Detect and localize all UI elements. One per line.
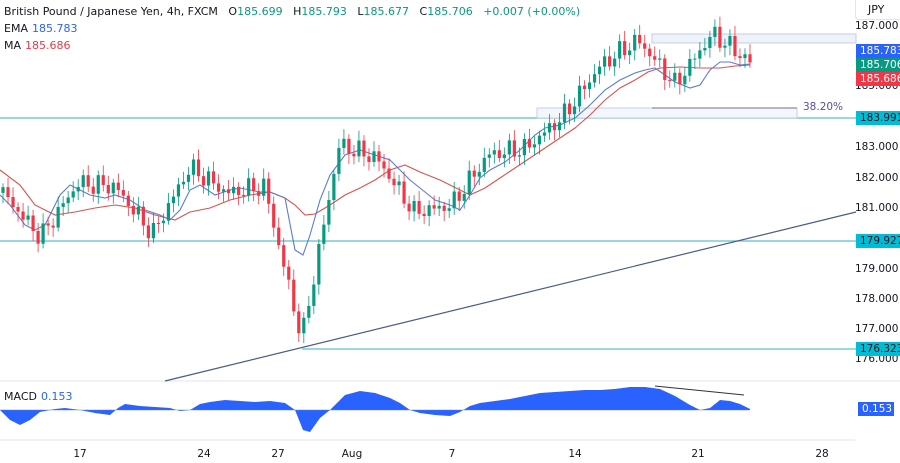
symbol-title[interactable]: British Pound / Japanese Yen, 4h, FXCM (4, 5, 218, 18)
price-tick: 178.000 (855, 293, 899, 305)
low-label: L (357, 5, 364, 18)
ma-line (0, 64, 751, 221)
price-tick: 179.000 (855, 263, 899, 275)
close-price-tag: 185.706 (856, 58, 900, 72)
level-tag-179927[interactable]: 179.927 (856, 234, 900, 248)
fib-level-label: 38.20% (803, 101, 844, 113)
ema-value: 185.783 (31, 22, 78, 35)
macd-value: 0.153 (40, 390, 73, 403)
level-tag-183991[interactable]: 183.991 (856, 111, 900, 125)
time-tick: 24 (197, 448, 211, 460)
ema-price-tag: 185.783 (856, 44, 900, 58)
ema-label: EMA (4, 22, 28, 35)
price-tick: 187.000 (855, 20, 899, 32)
macd-value-tag: 0.153 (858, 402, 894, 416)
ma-label: MA (4, 39, 22, 52)
time-tick: 14 (568, 448, 582, 460)
macd-area (0, 387, 750, 432)
time-tick: 21 (691, 448, 705, 460)
macd-divergence-line (654, 385, 745, 396)
time-tick: 27 (271, 448, 285, 460)
close-value: 185.706 (427, 5, 473, 18)
candlesticks (1, 16, 752, 344)
ma-price-tag: 185.686 (856, 72, 900, 86)
price-tick: 182.000 (855, 172, 899, 184)
ema-line (0, 61, 751, 256)
price-tick: 177.000 (855, 323, 899, 335)
high-value: 185.793 (301, 5, 347, 18)
high-label: H (293, 5, 302, 18)
low-value: 185.677 (363, 5, 410, 18)
ma-value: 185.686 (25, 39, 71, 52)
chart-legend: British Pound / Japanese Yen, 4h, FXCM O… (4, 3, 580, 54)
macd-label: MACD (4, 390, 37, 403)
macd-legend[interactable]: MACD 0.153 (4, 390, 72, 403)
ma-row[interactable]: MA 185.686 (4, 37, 580, 54)
level-tag-176323[interactable]: 176.323 (856, 342, 900, 356)
trendline (164, 211, 857, 382)
price-tick: 181.000 (855, 202, 899, 214)
currency-button[interactable]: JPY (855, 0, 900, 20)
close-label: C (419, 5, 428, 18)
open-label: O (228, 5, 238, 18)
time-tick: 7 (448, 448, 456, 460)
time-tick: 28 (815, 448, 829, 460)
open-value: 185.699 (237, 5, 283, 18)
time-tick: 17 (73, 448, 87, 460)
price-tick: 183.000 (855, 141, 899, 153)
ema-row[interactable]: EMA 185.783 (4, 20, 580, 37)
price-tick: 176.000 (855, 353, 899, 365)
time-tick: Aug (341, 448, 363, 460)
symbol-row: British Pound / Japanese Yen, 4h, FXCM O… (4, 3, 580, 20)
change-value: +0.007 (+0.00%) (483, 5, 581, 18)
